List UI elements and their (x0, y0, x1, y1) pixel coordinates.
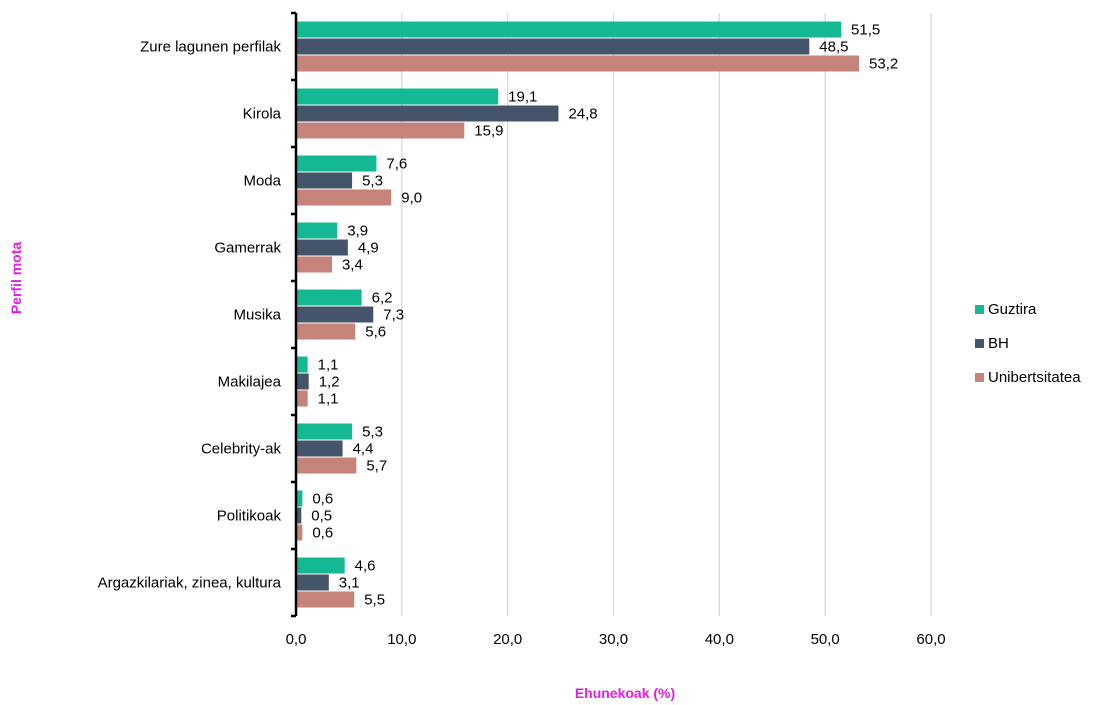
data-label: 4,6 (355, 558, 376, 575)
category-label: Moda (243, 173, 281, 190)
bar (297, 323, 356, 340)
bar (297, 189, 392, 206)
bar (297, 122, 465, 139)
legend-item-unibertsitatea: Unibertsitatea (975, 366, 1081, 388)
bar (297, 38, 810, 55)
bar (297, 524, 303, 541)
data-label: 3,9 (347, 223, 368, 240)
bar (297, 356, 308, 373)
data-label: 53,2 (869, 56, 898, 73)
data-label: 0,5 (311, 508, 332, 525)
bar (297, 239, 348, 256)
bar (297, 557, 345, 574)
data-label: 4,9 (358, 240, 379, 257)
x-tick-label: 40,0 (705, 631, 734, 648)
data-label: 4,4 (353, 441, 374, 458)
bar (297, 21, 842, 38)
data-label: 5,7 (366, 458, 387, 475)
legend-label: Guztira (988, 300, 1037, 318)
data-label: 48,5 (819, 39, 848, 56)
bar (297, 155, 377, 172)
x-tick-label: 0,0 (286, 631, 307, 648)
bar (297, 390, 308, 407)
category-label: Gamerrak (214, 240, 281, 257)
legend-item-guztira: Guztira (975, 298, 1081, 320)
bar (297, 55, 860, 72)
category-label: Argazkilariak, zinea, kultura (98, 575, 282, 592)
bar (297, 289, 362, 306)
category-label: Musika (233, 307, 281, 324)
data-labels: 51,548,553,219,124,815,97,65,39,03,94,93… (311, 22, 898, 609)
bar (297, 306, 374, 323)
bar (297, 490, 303, 507)
data-label: 0,6 (312, 525, 333, 542)
x-tick-label: 20,0 (493, 631, 522, 648)
category-axis (291, 11, 298, 618)
category-label: Makilajea (218, 374, 282, 391)
data-label: 5,5 (364, 592, 385, 609)
data-label: 9,0 (401, 190, 422, 207)
legend-label: BH (988, 334, 1009, 352)
data-label: 1,2 (319, 374, 340, 391)
data-label: 5,3 (362, 424, 383, 441)
data-label: 1,1 (318, 391, 339, 408)
bar (297, 591, 355, 608)
bar (297, 457, 357, 474)
legend-swatch (975, 372, 984, 382)
bars (297, 21, 860, 608)
bar (297, 440, 343, 457)
data-label: 5,6 (365, 324, 386, 341)
data-label: 24,8 (568, 106, 597, 123)
data-label: 19,1 (508, 89, 537, 106)
category-labels: Zure lagunen perfilak Kirola Moda Gamerrak M… (98, 39, 282, 592)
bar (297, 222, 338, 239)
value-axis-ticks: 0,0 10,0 20,0 30,0 40,0 50,0 60,0 (286, 631, 946, 648)
category-label: Kirola (243, 106, 282, 123)
x-tick-label: 10,0 (387, 631, 416, 648)
data-label: 1,1 (318, 357, 339, 374)
data-label: 0,6 (312, 491, 333, 508)
bar (297, 574, 329, 591)
bar (297, 88, 499, 105)
bar (297, 507, 302, 524)
bar (297, 373, 309, 390)
x-tick-label: 30,0 (599, 631, 628, 648)
data-label: 6,2 (372, 290, 393, 307)
bar (297, 105, 559, 122)
bar (297, 256, 332, 273)
legend-label: Unibertsitatea (988, 368, 1081, 386)
legend-item-bh: BH (975, 332, 1081, 354)
data-label: 3,4 (342, 257, 363, 274)
data-label: 51,5 (851, 22, 880, 39)
category-label: Zure lagunen perfilak (140, 39, 281, 56)
legend-swatch (975, 338, 984, 348)
y-axis-title: Perfil mota (8, 242, 24, 315)
bar (297, 423, 353, 440)
category-label: Celebrity-ak (201, 441, 282, 458)
legend-swatch (975, 304, 984, 314)
x-tick-label: 50,0 (811, 631, 840, 648)
x-tick-label: 60,0 (916, 631, 945, 648)
legend: Guztira BH Unibertsitatea (975, 298, 1081, 400)
data-label: 7,3 (383, 307, 404, 324)
category-label: Politikoak (217, 508, 282, 525)
data-label: 3,1 (339, 575, 360, 592)
data-label: 7,6 (386, 156, 407, 173)
data-label: 15,9 (474, 123, 503, 140)
data-label: 5,3 (362, 173, 383, 190)
x-axis-title: Ehunekoak (%) (575, 685, 675, 701)
bar (297, 172, 353, 189)
